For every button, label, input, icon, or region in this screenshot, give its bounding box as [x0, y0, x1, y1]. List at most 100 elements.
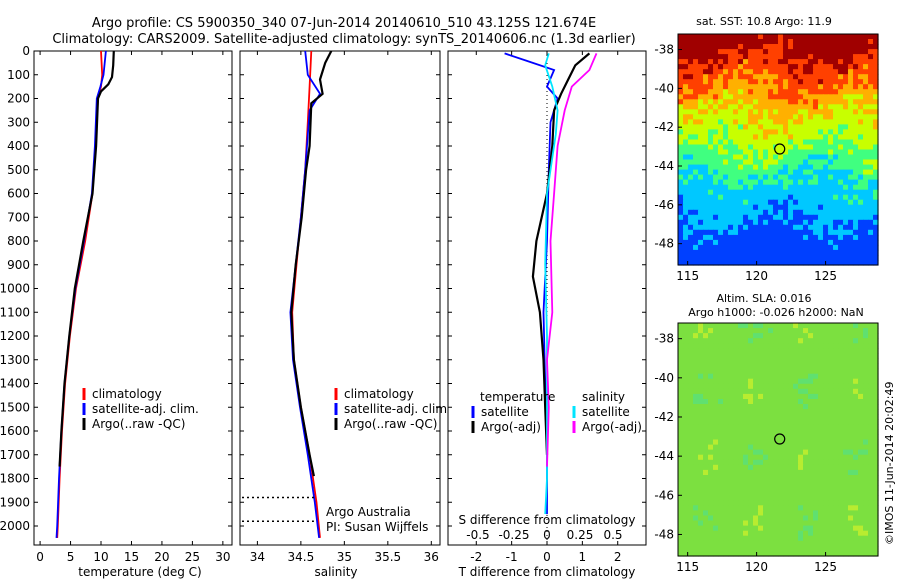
map-cell — [713, 59, 719, 65]
map-cell — [838, 464, 844, 471]
map-cell — [853, 54, 859, 60]
map-cell — [788, 383, 794, 390]
map-cell — [743, 59, 749, 65]
map-cell — [833, 439, 839, 446]
map-cell — [688, 79, 694, 85]
map-cell — [838, 74, 844, 80]
map-cell — [748, 358, 754, 365]
map-cell — [838, 124, 844, 130]
map-cell — [753, 184, 759, 191]
map-cell — [713, 214, 719, 221]
map-cell — [803, 194, 809, 201]
map-cell — [853, 545, 859, 552]
map-cell — [718, 144, 724, 151]
map-cell — [818, 333, 824, 339]
map-cell — [863, 249, 869, 256]
map-cell — [778, 94, 784, 100]
map-cell — [723, 333, 729, 339]
sst-map-panel: 115 120 125-38-40-42-44-46-48 — [654, 33, 879, 283]
map-cell — [708, 39, 714, 45]
map-cell — [838, 184, 844, 191]
map-cell — [773, 44, 779, 50]
map-cell — [698, 550, 704, 557]
map-cell — [793, 124, 799, 130]
map-cell — [708, 174, 714, 181]
map-cell — [833, 209, 839, 216]
map-cell — [783, 219, 789, 226]
map-cell — [828, 419, 834, 425]
map-cell — [803, 169, 809, 176]
map-cell — [778, 44, 784, 50]
map-cell — [848, 34, 854, 40]
map-cell — [693, 469, 699, 476]
map-cell — [823, 114, 829, 120]
map-cell — [863, 358, 869, 365]
map-cell — [718, 368, 724, 375]
map-cell — [798, 343, 804, 349]
map-cell — [753, 34, 759, 40]
map-cell — [713, 234, 719, 241]
map-cell — [743, 429, 749, 436]
map-cell — [688, 219, 694, 226]
map-cell — [838, 104, 844, 110]
map-cell — [678, 348, 684, 354]
map-cell — [818, 89, 824, 95]
map-cell — [773, 224, 779, 231]
map-cell — [873, 399, 879, 405]
map-cell — [833, 159, 839, 166]
map-cell — [698, 525, 704, 532]
map-cell — [748, 44, 754, 50]
map-cell — [803, 144, 809, 151]
map-cell — [823, 109, 829, 115]
map-cell — [698, 64, 704, 70]
map-cell — [858, 404, 864, 410]
map-cell — [838, 449, 844, 456]
map-cell — [868, 434, 874, 441]
map-cell — [783, 79, 789, 85]
map-cell — [698, 239, 704, 246]
map-cell — [678, 343, 684, 349]
map-cell — [773, 338, 779, 344]
map-cell — [683, 323, 689, 329]
map-cell — [738, 184, 744, 191]
map-cell — [753, 244, 759, 251]
map-cell — [723, 414, 729, 420]
map-cell — [758, 74, 764, 80]
map-cell — [693, 409, 699, 415]
map-cell — [798, 358, 804, 365]
map-cell — [713, 383, 719, 390]
map-cell — [753, 189, 759, 196]
map-cell — [733, 378, 739, 385]
map-cell — [738, 149, 744, 156]
map-cell — [753, 414, 759, 420]
map-cell — [713, 525, 719, 532]
map-cell — [818, 34, 824, 40]
map-cell — [808, 214, 814, 221]
map-cell — [688, 54, 694, 60]
map-cell — [718, 545, 724, 552]
map-cell — [758, 194, 764, 201]
map-cell — [723, 129, 729, 135]
map-cell — [783, 204, 789, 211]
map-cell — [698, 459, 704, 466]
map-cell — [743, 353, 749, 360]
map-cell — [743, 64, 749, 70]
pi-label: PI: Susan Wijffels — [326, 520, 428, 534]
map-cell — [743, 199, 749, 206]
map-cell — [863, 94, 869, 100]
map-cell — [688, 189, 694, 196]
map-cell — [748, 343, 754, 349]
map-cell — [818, 459, 824, 466]
map-cell — [768, 99, 774, 105]
map-cell — [698, 444, 704, 451]
map-cell — [873, 520, 879, 527]
map-cell — [823, 79, 829, 85]
map-cell — [848, 249, 854, 256]
map-cell — [788, 99, 794, 105]
map-cell — [843, 154, 849, 161]
map-cell — [728, 510, 734, 517]
map-cell — [768, 475, 774, 481]
map-cell — [823, 399, 829, 405]
map-cell — [718, 338, 724, 344]
map-cell — [683, 89, 689, 95]
